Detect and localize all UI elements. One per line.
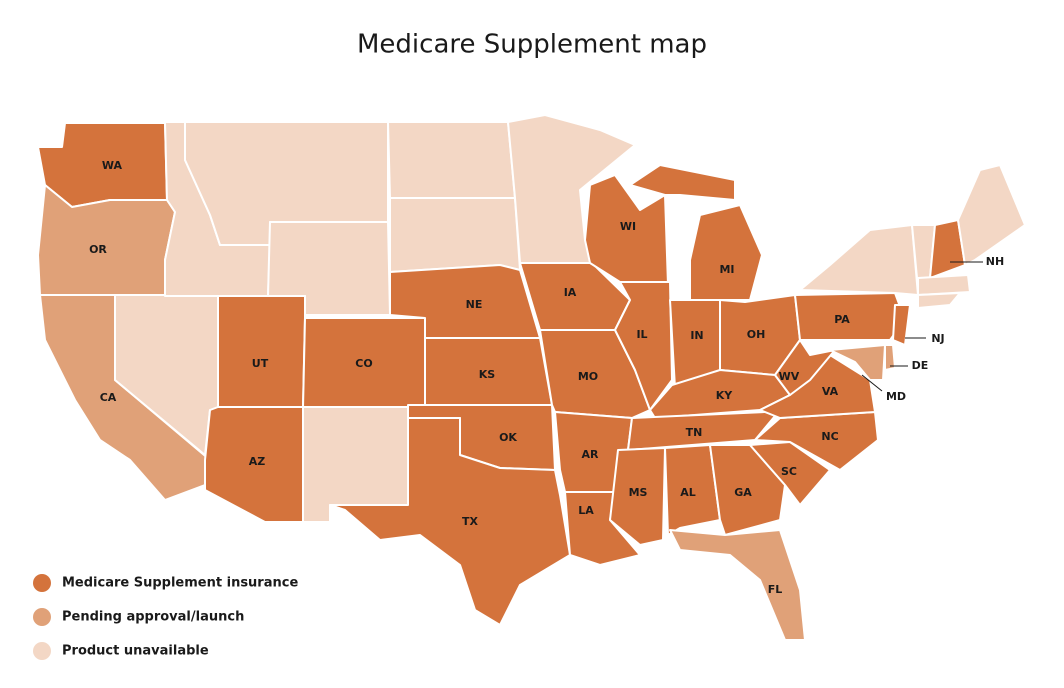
- state-label: NC: [821, 430, 838, 443]
- state: [629, 164, 736, 201]
- state: [917, 274, 971, 296]
- state-label: NJ: [931, 332, 944, 345]
- state: [829, 344, 886, 381]
- state: [794, 292, 906, 341]
- state-label: IN: [690, 329, 703, 342]
- state-label: MD: [886, 390, 906, 403]
- state-label: PA: [834, 313, 850, 326]
- state: [217, 295, 306, 408]
- state-label: MI: [719, 263, 734, 276]
- state-label: OR: [89, 243, 107, 256]
- state-label: VA: [822, 385, 839, 398]
- state-label: MO: [578, 370, 598, 383]
- state-label: CA: [100, 391, 117, 404]
- state: [507, 114, 636, 264]
- state-label: TX: [462, 515, 479, 528]
- state: [669, 529, 806, 641]
- state: [614, 281, 673, 411]
- state-label: UT: [252, 357, 269, 370]
- state-label: WI: [620, 220, 636, 233]
- state-label: AL: [680, 486, 696, 499]
- legend-swatch: [33, 642, 51, 660]
- legend-label: Product unavailable: [62, 644, 209, 659]
- state-label: KS: [479, 368, 496, 381]
- legend-label: Pending approval/launch: [62, 610, 244, 625]
- state-label: WA: [102, 159, 123, 172]
- state: [627, 409, 781, 451]
- state-label: FL: [768, 583, 783, 596]
- state-label: GA: [734, 486, 752, 499]
- state-label: KY: [716, 389, 734, 402]
- state-label: AZ: [249, 455, 266, 468]
- state-label: SC: [781, 465, 797, 478]
- leader-line: [861, 374, 883, 392]
- state: [609, 447, 666, 546]
- state: [664, 444, 721, 536]
- map-title: Medicare Supplement map: [357, 30, 707, 60]
- state: [917, 292, 961, 309]
- state: [689, 204, 763, 301]
- state-label: OK: [499, 431, 517, 444]
- state: [799, 224, 919, 296]
- state-label: MS: [629, 486, 648, 499]
- state-label: IL: [636, 328, 647, 341]
- state-label: NH: [986, 255, 1004, 268]
- state-label: LA: [578, 504, 594, 517]
- state-label: NE: [466, 298, 483, 311]
- state-label: CO: [355, 357, 372, 370]
- state: [389, 197, 521, 273]
- state: [387, 121, 516, 199]
- state: [892, 304, 911, 346]
- state: [957, 164, 1026, 266]
- state-label: IA: [564, 286, 577, 299]
- legend-swatch: [33, 608, 51, 626]
- state-label: AR: [582, 448, 600, 461]
- state-label: TN: [686, 426, 703, 439]
- state: [37, 184, 176, 296]
- state-label: DE: [912, 359, 929, 372]
- legend-swatch: [33, 574, 51, 592]
- state: [329, 417, 571, 626]
- state-label: WV: [779, 370, 800, 383]
- legend-label: Medicare Supplement insurance: [62, 576, 298, 591]
- state-label: OH: [747, 328, 766, 341]
